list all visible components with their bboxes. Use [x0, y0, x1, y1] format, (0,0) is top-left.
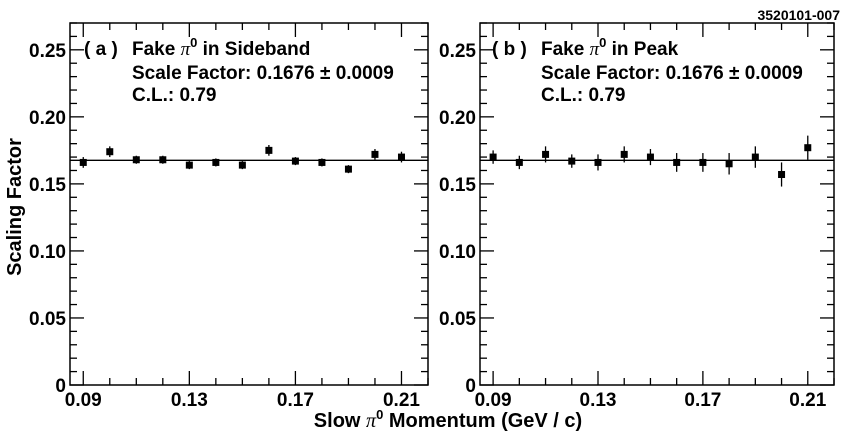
panel-a-ytick-label: 0.10 [29, 242, 66, 263]
panel-b-data-point [620, 150, 628, 158]
panel-a-scale-factor: Scale Factor: 0.1676 ± 0.0009 [132, 63, 394, 84]
panel-a-data-point [371, 150, 379, 158]
panel-a-frame [69, 22, 429, 386]
panel-b-ytick-label: 0.05 [439, 309, 476, 330]
panel-b-data-point [725, 160, 733, 168]
panel-b-xtick-label: 0.09 [475, 390, 512, 411]
panel-a-ticks: 0 0.05 0.10 0.15 0.20 0.25 0.09 0.13 0.17 0.21 [29, 22, 429, 411]
panel-b-ytick-label: 0.20 [439, 108, 476, 129]
panel-b-data-point [515, 158, 523, 166]
panel-b-data-point [646, 153, 654, 161]
panel-a-xtick-label: 0.13 [171, 390, 208, 411]
panel-a-ytick-label: 0.15 [29, 175, 66, 196]
panel-a-data-point [79, 158, 87, 166]
panel-b-ytick-label: 0.25 [439, 41, 476, 62]
panel-a-title: Fake π0 in Sideband [132, 35, 310, 60]
panel-a-data-point [185, 161, 193, 169]
panel-a-data-point [318, 158, 326, 166]
panel-a-ytick-label: 0.05 [29, 309, 66, 330]
panel-a-marks [70, 145, 428, 174]
panel-b-data-point [542, 150, 550, 158]
panel-b-data-point [778, 171, 786, 179]
panel-a-data-point [265, 146, 273, 154]
panel-a-data-point [238, 161, 246, 169]
panel-a-data-point [291, 157, 299, 165]
panel-a-data-point [344, 165, 352, 173]
panel-b-marks [480, 135, 834, 187]
panel-b-ytick-label: 0.15 [439, 175, 476, 196]
panel-b-cl: C.L.: 0.79 [541, 85, 625, 106]
panel-a-cl: C.L.: 0.79 [132, 85, 216, 106]
panel-b-xtick-label: 0.17 [684, 390, 721, 411]
panel-b-ytick-label: 0.10 [439, 242, 476, 263]
panel-b-label: ( b ) [492, 39, 527, 60]
panel-b-title: Fake π0 in Peak [541, 35, 679, 60]
y-axis-title: Scaling Factor [4, 138, 26, 276]
panel-b: 0 0.05 0.10 0.15 0.20 0.25 0.09 0.13 0.17 0.21 ( … [439, 22, 835, 411]
panel-a-ytick-label: 0.20 [29, 108, 66, 129]
panel-b-data-point [751, 153, 759, 161]
panel-b-ticks: 0 0.05 0.10 0.15 0.20 0.25 0.09 0.13 0.17 0.21 [439, 22, 835, 411]
panel-b-frame [479, 22, 835, 386]
panel-b-xtick-label: 0.13 [580, 390, 617, 411]
panel-a-data-point [106, 148, 114, 156]
panel-a-data-point [132, 156, 140, 164]
panel-a-label: ( a ) [84, 39, 118, 60]
panel-a-xtick-label: 0.17 [277, 390, 314, 411]
panel-b-data-point [489, 153, 497, 161]
panel-a-data-point [212, 158, 220, 166]
panel-b-data-point [673, 158, 681, 166]
panel-a-xtick-label: 0.09 [65, 390, 102, 411]
panel-b-data-point [804, 144, 812, 152]
panel-b-xtick-label: 0.21 [789, 390, 826, 411]
panel-b-data-point [568, 157, 576, 165]
panel-b-scale-factor: Scale Factor: 0.1676 ± 0.0009 [541, 63, 803, 84]
panel-a: 0 0.05 0.10 0.15 0.20 0.25 0.09 0.13 0.17 0.21 ( … [29, 22, 429, 411]
panel-b-ytick-label: 0 [465, 376, 476, 397]
x-axis-title: Slow π0 Momentum (GeV / c) [314, 407, 582, 432]
panel-a-data-point [159, 156, 167, 164]
panel-b-data-point [594, 158, 602, 166]
panel-a-data-point [397, 153, 405, 161]
figure-id: 3520101-007 [757, 7, 840, 23]
panel-a-xtick-label: 0.21 [383, 390, 420, 411]
panel-a-ytick-label: 0.25 [29, 41, 66, 62]
panel-a-ytick-label: 0 [55, 376, 66, 397]
panel-b-data-point [699, 158, 707, 166]
